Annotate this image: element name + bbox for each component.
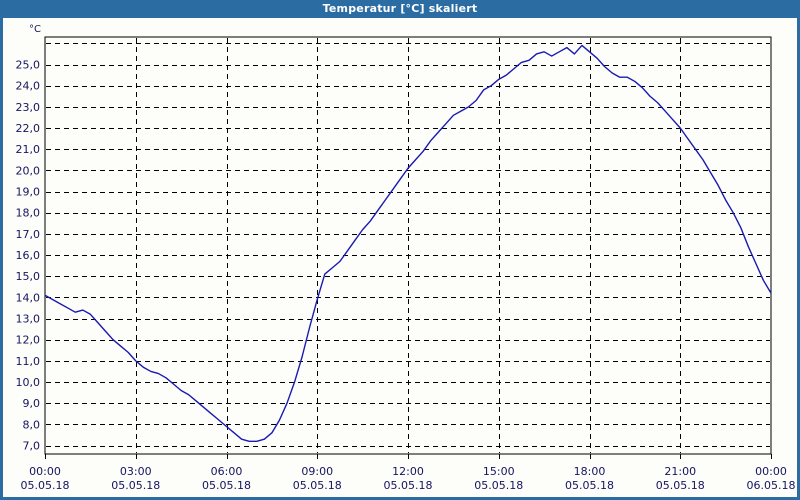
x-axis-date-label: 06.05.18 xyxy=(747,479,796,492)
x-axis-date-label: 05.05.18 xyxy=(656,479,705,492)
y-axis-tick-label: 25,0 xyxy=(16,59,41,72)
x-axis-tick-marks xyxy=(45,454,772,459)
gridlines-group xyxy=(46,38,770,453)
x-axis-time-label: 00:00 xyxy=(29,465,61,478)
x-axis-tick-labels: 00:0005.05.1803:0005.05.1806:0005.05.180… xyxy=(21,465,796,492)
y-axis-tick-label: 21,0 xyxy=(16,143,41,156)
window-title-bar: Temperatur [°C] skaliert xyxy=(3,0,797,18)
x-axis-date-label: 05.05.18 xyxy=(474,479,523,492)
y-axis-tick-labels: 25,0 24,0 23,0 22,0 21,0 20,0 19,0 18,0 17,0 16,0… xyxy=(16,59,41,453)
x-axis-date-label: 05.05.18 xyxy=(384,479,433,492)
x-axis-time-label: 03:00 xyxy=(120,465,152,478)
y-axis-tick-label: 15,0 xyxy=(16,270,41,283)
y-axis-tick-label: 10,0 xyxy=(16,376,41,389)
x-axis-date-label: 05.05.18 xyxy=(565,479,614,492)
y-axis-tick-label: 11,0 xyxy=(16,355,41,368)
page-title: Temperatur [°C] skaliert xyxy=(322,2,478,15)
x-axis-time-label: 15:00 xyxy=(483,465,515,478)
y-axis-tick-label: 12,0 xyxy=(16,334,41,347)
temperature-series-line xyxy=(44,44,772,442)
y-axis-tick-label: 18,0 xyxy=(16,207,41,220)
y-axis-tick-label: 14,0 xyxy=(16,291,41,304)
x-axis-time-label: 00:00 xyxy=(755,465,787,478)
y-axis-tick-label: 17,0 xyxy=(16,228,41,241)
y-axis-tick-label: 7,0 xyxy=(23,440,41,453)
temperature-line-chart: 25,0 24,0 23,0 22,0 21,0 20,0 19,0 18,0 17,0 16,0… xyxy=(16,24,796,492)
x-axis-date-label: 05.05.18 xyxy=(202,479,251,492)
y-axis-tick-label: 19,0 xyxy=(16,186,41,199)
x-axis-time-label: 12:00 xyxy=(392,465,424,478)
y-axis-tick-label: 16,0 xyxy=(16,249,41,262)
y-axis-tick-label: 13,0 xyxy=(16,313,41,326)
y-axis-tick-label: 8,0 xyxy=(23,418,41,431)
x-axis-date-label: 05.05.18 xyxy=(111,479,160,492)
x-axis-date-label: 05.05.18 xyxy=(21,479,70,492)
x-axis-time-label: 06:00 xyxy=(211,465,243,478)
y-axis-tick-label: 24,0 xyxy=(16,80,41,93)
chart-canvas: 25,0 24,0 23,0 22,0 21,0 20,0 19,0 18,0 17,0 16,0… xyxy=(3,18,797,497)
y-axis-tick-label: 9,0 xyxy=(23,397,41,410)
y-axis-unit-label: °C xyxy=(29,24,41,35)
x-axis-time-label: 18:00 xyxy=(574,465,606,478)
y-axis-tick-label: 22,0 xyxy=(16,122,41,135)
y-axis-tick-label: 20,0 xyxy=(16,164,41,177)
x-axis-time-label: 09:00 xyxy=(301,465,333,478)
y-axis-tick-label: 23,0 xyxy=(16,101,41,114)
x-axis-time-label: 21:00 xyxy=(664,465,696,478)
x-axis-date-label: 05.05.18 xyxy=(293,479,342,492)
